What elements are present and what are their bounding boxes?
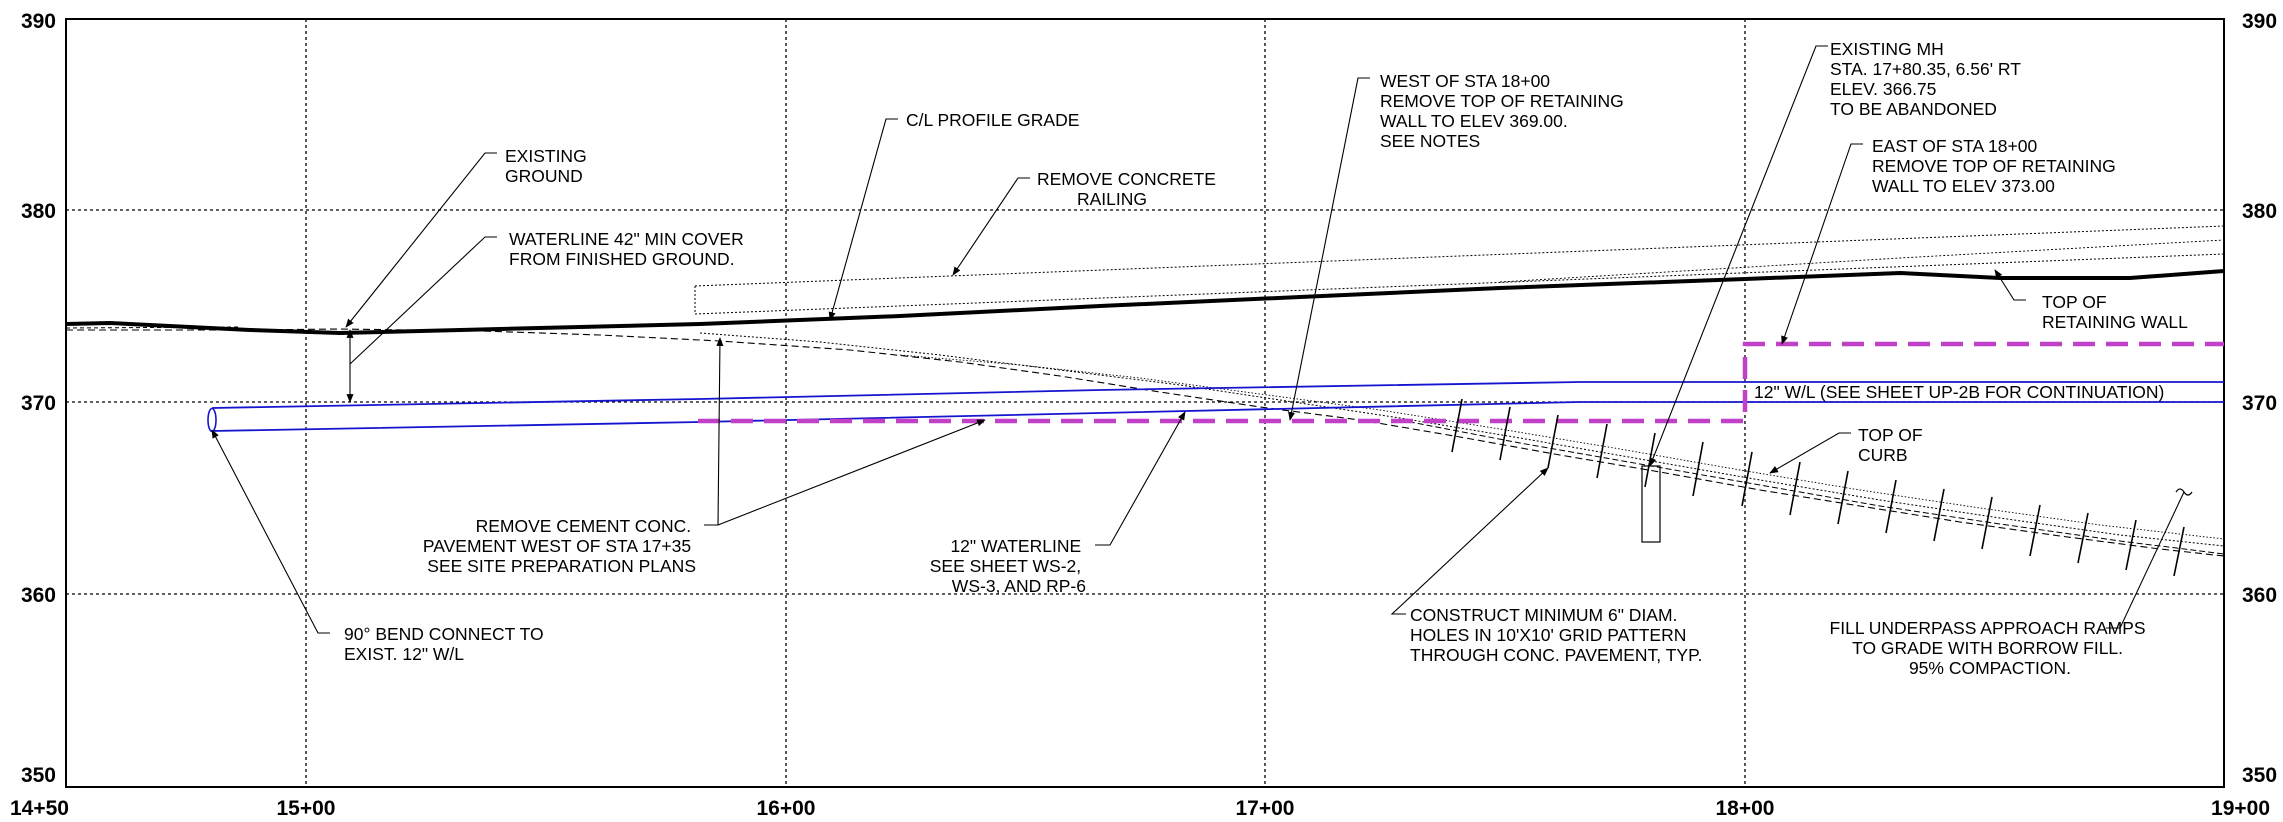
waterline-bottom bbox=[211, 401, 2224, 432]
fill-slope-line bbox=[1399, 419, 2225, 555]
note-fill-underpass: FILL UNDERPASS APPROACH RAMPS TO GRADE W… bbox=[1830, 618, 2151, 678]
x-label-1450: 14+50 bbox=[10, 797, 69, 820]
note-west-of-sta: WEST OF STA 18+00 REMOVE TOP OF RETAININ… bbox=[1380, 71, 1629, 151]
drill-hole bbox=[1451, 398, 1463, 453]
leader-remove-railing bbox=[952, 177, 1030, 276]
retaining-wall-cut-line bbox=[698, 341, 2224, 424]
top-of-curb-line bbox=[899, 354, 2225, 540]
drill-hole bbox=[1789, 461, 1801, 516]
leader-top-of-curb bbox=[1769, 432, 1851, 474]
profile-lines bbox=[65, 225, 2225, 557]
drill-hole bbox=[1644, 432, 1656, 488]
note-wl-continuation: 12" W/L (SEE SHEET UP-2B FOR CONTINUATIO… bbox=[1754, 382, 2164, 402]
y-label-right-380: 380 bbox=[2242, 200, 2277, 223]
leader-waterline-cover bbox=[349, 236, 497, 365]
cl-profile-grade-line bbox=[65, 269, 2225, 336]
existing-manhole bbox=[1641, 465, 1661, 543]
y-label-right-350: 350 bbox=[2242, 764, 2277, 787]
drill-holes bbox=[1451, 398, 2185, 577]
concrete-railing bbox=[694, 225, 2225, 315]
leader-existing-mh bbox=[1649, 45, 1828, 467]
leader-existing-ground bbox=[345, 152, 497, 328]
grid bbox=[65, 18, 2225, 788]
annotations: EXISTING GROUND WATERLINE 42" MIN COVER … bbox=[344, 39, 2188, 678]
y-label-380: 380 bbox=[21, 200, 56, 223]
note-bend-connect: 90° BEND CONNECT TO EXIST. 12" W/L bbox=[344, 624, 548, 664]
drill-hole bbox=[2125, 519, 2137, 571]
note-existing-mh: EXISTING MH STA. 17+80.35, 6.56' RT ELEV… bbox=[1830, 39, 2026, 119]
x-label-1800: 18+00 bbox=[1716, 797, 1775, 820]
existing-ground-line bbox=[66, 328, 2225, 557]
y-label-right-390: 390 bbox=[2242, 10, 2277, 33]
leader-construct-holes bbox=[1390, 467, 1549, 615]
drill-hole bbox=[1692, 441, 1704, 497]
y-label-right-360: 360 bbox=[2242, 584, 2277, 607]
note-waterline-12: 12" WATERLINE SEE SHEET WS-2, WS-3, AND … bbox=[930, 536, 1086, 596]
pavement-edge bbox=[65, 326, 241, 329]
waterline-top bbox=[211, 381, 2224, 409]
note-cl-profile-grade: C/L PROFILE GRADE bbox=[906, 110, 1079, 130]
leader-bend-connect bbox=[211, 429, 330, 634]
leader-remove-cement-2 bbox=[717, 419, 986, 526]
leaders bbox=[211, 45, 2185, 634]
x-label-1700: 17+00 bbox=[1236, 797, 1295, 820]
x-label-1600: 16+00 bbox=[757, 797, 816, 820]
note-remove-cement: REMOVE CEMENT CONC. PAVEMENT WEST OF STA… bbox=[423, 516, 696, 576]
leader-east-of-sta bbox=[1781, 143, 1863, 345]
note-top-of-curb: TOP OF CURB bbox=[1858, 425, 1927, 465]
drill-hole bbox=[2077, 512, 2089, 564]
y-label-right-370: 370 bbox=[2242, 392, 2277, 415]
waterline-bend-end bbox=[207, 407, 217, 433]
leader-waterline-12 bbox=[1095, 411, 1186, 546]
drill-hole bbox=[2173, 526, 2185, 577]
x-axis: 14+50 15+00 16+00 17+00 18+00 19+00 bbox=[10, 797, 2270, 820]
leader-west-of-sta bbox=[1288, 77, 1370, 421]
note-existing-ground: EXISTING GROUND bbox=[505, 146, 592, 186]
drill-hole bbox=[1499, 406, 1511, 461]
leader-cl-profile-grade bbox=[828, 118, 898, 321]
drill-hole bbox=[2029, 504, 2041, 557]
note-remove-railing: REMOVE CONCRETE RAILING bbox=[1037, 169, 1221, 209]
finished-grade-line bbox=[699, 332, 2225, 547]
y-label-350: 350 bbox=[21, 764, 56, 787]
leader-top-of-retaining-wall bbox=[1994, 269, 2026, 301]
y-axis-right: 390 380 370 360 350 bbox=[2242, 10, 2277, 787]
note-waterline-cover: WATERLINE 42" MIN COVER FROM FINISHED GR… bbox=[509, 229, 749, 269]
drill-hole bbox=[1933, 488, 1945, 542]
leader-remove-cement-1 bbox=[704, 337, 724, 526]
drill-hole bbox=[1596, 423, 1608, 479]
drill-hole bbox=[1741, 451, 1753, 507]
leader-fill-underpass bbox=[2106, 491, 2185, 629]
x-label-1900: 19+00 bbox=[2211, 797, 2270, 820]
y-axis-left: 390 380 370 360 350 bbox=[21, 10, 56, 787]
y-label-390: 390 bbox=[21, 10, 56, 33]
y-label-370: 370 bbox=[21, 392, 56, 415]
note-construct-holes: CONSTRUCT MINIMUM 6" DIAM. HOLES IN 10'X… bbox=[1410, 605, 1702, 665]
drill-hole bbox=[1837, 470, 1849, 525]
note-east-of-sta: EAST OF STA 18+00 REMOVE TOP OF RETAININ… bbox=[1872, 136, 2121, 196]
y-label-360: 360 bbox=[21, 584, 56, 607]
drill-hole bbox=[1885, 479, 1897, 534]
retaining-wall-cut bbox=[698, 341, 2224, 424]
drill-hole bbox=[1981, 496, 1993, 550]
x-label-1500: 15+00 bbox=[277, 797, 336, 820]
top-of-retaining-wall-line bbox=[1499, 239, 2225, 283]
drill-hole bbox=[1547, 414, 1559, 469]
plot-frame bbox=[65, 18, 2225, 788]
note-top-of-retaining-wall: TOP OF RETAINING WALL bbox=[2042, 292, 2188, 332]
